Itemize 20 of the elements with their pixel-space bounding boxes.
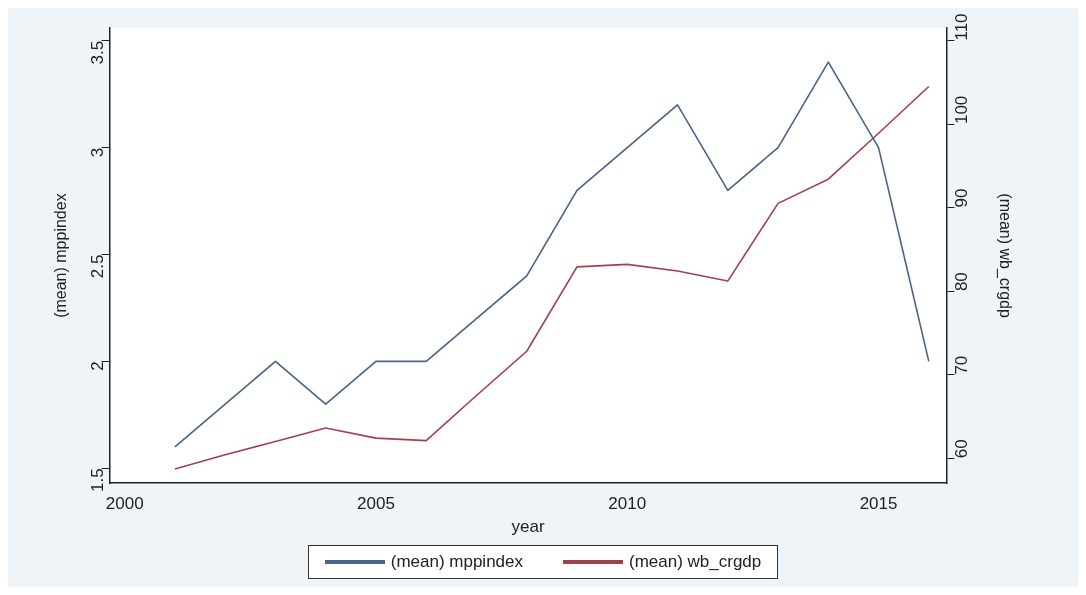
y2-tick-label: 70: [952, 355, 972, 375]
y-tick-label: 2.5: [88, 254, 108, 279]
y2-tick-label: 110: [952, 13, 972, 41]
x-tick-label: 2000: [105, 494, 144, 514]
y2-tick-label: 90: [952, 188, 972, 208]
x-tick-label: 2005: [357, 494, 395, 514]
y-axis-title: (mean) mppindex: [52, 193, 70, 318]
y-tick-label: 1.5: [88, 468, 108, 492]
y-tick-label: 2: [88, 361, 108, 371]
y2-tick-label: 100: [952, 95, 972, 125]
x-tick-label: 2010: [608, 494, 647, 514]
y2-tick-label: 80: [952, 272, 972, 292]
y2-axis-title: (mean) wb_crgdp: [995, 193, 1014, 318]
y-tick-label: 3.5: [88, 40, 108, 65]
y2-tick-label: 60: [952, 439, 972, 459]
y-tick-label: 3: [88, 147, 108, 158]
x-axis-title: year: [511, 517, 545, 537]
legend-label: (mean) wb_crgdp: [629, 552, 762, 572]
x-tick-label: 2015: [859, 494, 898, 514]
legend-label: (mean) mppindex: [390, 552, 523, 572]
